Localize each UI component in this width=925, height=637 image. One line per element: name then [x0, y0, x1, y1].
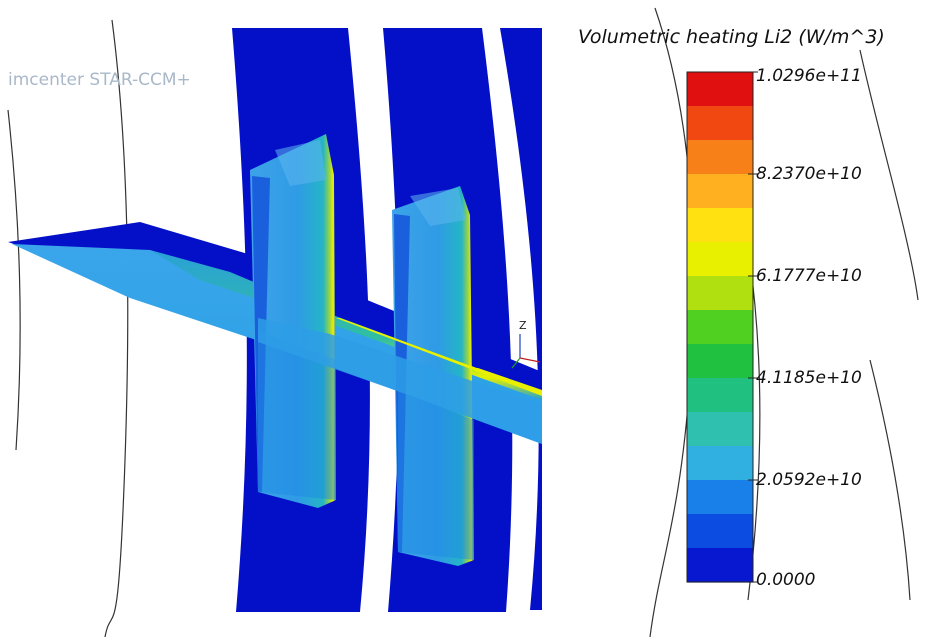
colorbar-swatch: [687, 140, 753, 175]
duct-band-front: [258, 318, 542, 444]
colorbar-swatch: [687, 208, 753, 243]
colorbar-tick-label: 2.0592e+10: [756, 470, 862, 490]
colorbar-swatch: [687, 276, 753, 311]
colorbar-frame: [686, 71, 754, 583]
colorbar-swatch: [687, 344, 753, 379]
colorbar-swatch: [687, 480, 753, 515]
colorbar-swatch: [687, 242, 753, 277]
colorbar-tick-label: 4.1185e+10: [756, 368, 862, 388]
colorbar-swatch: [687, 378, 753, 413]
axis-triad: [511, 334, 541, 369]
colorbar: [687, 72, 753, 583]
colorbar-swatch: [687, 310, 753, 345]
axis-triad-label: Z: [519, 319, 527, 332]
colorbar-tick-label: 0.0000: [756, 570, 816, 590]
colorbar-swatch: [687, 446, 753, 481]
colorbar-swatch: [687, 514, 753, 549]
colorbar-tick-label: 8.2370e+10: [756, 164, 862, 184]
colorbar-swatch: [687, 548, 753, 583]
duct-yellow-edge: [336, 318, 542, 396]
colorbar-title: Volumetric heating Li2 (W/m^3): [578, 26, 885, 48]
ring-strip-3: [500, 28, 542, 610]
colorbar-swatch: [687, 174, 753, 209]
starccm-watermark: imcenter STAR-CCM+: [8, 70, 191, 90]
duct-yellow-edge-2: [474, 368, 542, 394]
colorbar-swatch: [687, 412, 753, 447]
colorbar-tick-label: 6.1777e+10: [756, 266, 862, 286]
colorbar-tick-label: 1.0296e+11: [756, 66, 862, 86]
colorbar-swatch: [687, 72, 753, 107]
blade-plate-2: [392, 186, 474, 566]
blade-plate-1: [250, 134, 336, 508]
colorbar-swatch: [687, 106, 753, 141]
